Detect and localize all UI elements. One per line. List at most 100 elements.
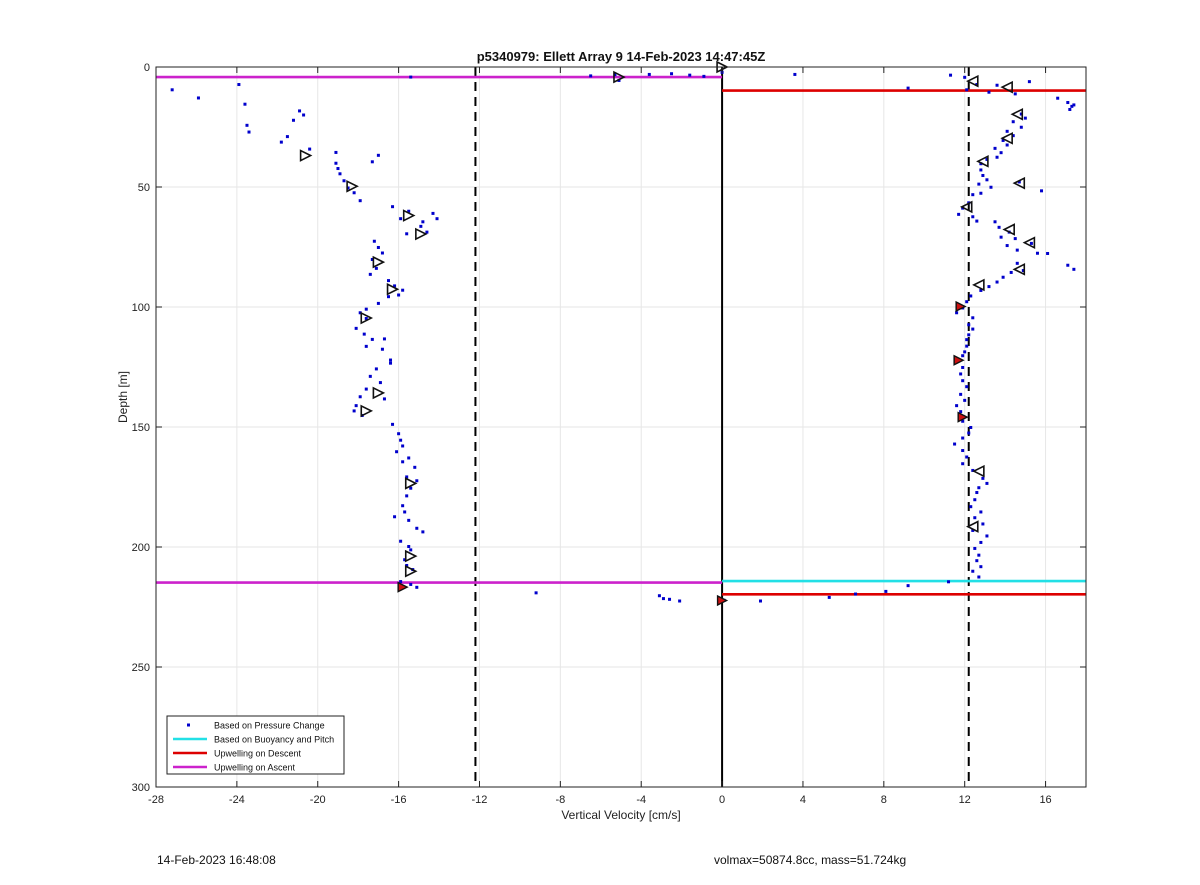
- data-point: [409, 548, 413, 552]
- series-lines: [156, 75, 1086, 596]
- data-point: [961, 449, 965, 453]
- data-point: [963, 75, 967, 79]
- triangle-marker: [1000, 80, 1013, 94]
- triangle-marker: [299, 149, 313, 162]
- data-point: [407, 456, 411, 460]
- data-point: [435, 217, 439, 221]
- triangle-marker: [613, 70, 626, 84]
- data-point: [1019, 125, 1023, 129]
- data-point: [403, 558, 407, 562]
- triangle-marker: [1012, 263, 1026, 276]
- red-marker: [397, 581, 409, 593]
- data-point: [419, 224, 423, 228]
- data-point: [981, 476, 985, 480]
- data-point: [196, 96, 200, 100]
- x-tick-label: 4: [800, 794, 806, 806]
- data-point: [985, 178, 989, 182]
- data-point: [688, 73, 692, 77]
- data-point: [961, 462, 965, 466]
- data-point: [961, 419, 965, 423]
- tick-layer: -28 -24 -20 -16 -12 -8 -4 0 4 8 12 16 0 50 100 150 200 25…: [132, 62, 1086, 806]
- x-tick-label: 0: [719, 794, 725, 806]
- data-point: [965, 300, 969, 304]
- data-point: [389, 358, 393, 362]
- data-point: [854, 592, 858, 596]
- data-point: [370, 337, 374, 341]
- data-point: [1021, 269, 1025, 273]
- data-point: [376, 153, 380, 157]
- data-point: [407, 545, 411, 549]
- y-tick-label: 0: [144, 62, 150, 74]
- triangle-marker: [1000, 131, 1013, 145]
- data-point: [409, 486, 413, 490]
- data-point: [382, 397, 386, 401]
- legend-swatch: [187, 723, 190, 727]
- data-point: [338, 172, 342, 176]
- data-point: [399, 217, 403, 221]
- data-point: [999, 235, 1003, 239]
- data-point: [985, 534, 989, 538]
- data-point: [391, 205, 395, 209]
- data-point: [1005, 143, 1009, 147]
- data-point: [1009, 270, 1013, 274]
- data-point: [243, 102, 247, 106]
- y-tick-label: 100: [132, 302, 150, 314]
- data-point: [409, 582, 413, 586]
- triangle-marker: [972, 278, 985, 292]
- x-tick-label: -4: [636, 794, 646, 806]
- data-point: [401, 504, 405, 508]
- data-point: [981, 522, 985, 526]
- data-point: [1072, 267, 1076, 271]
- data-point: [1001, 138, 1005, 142]
- x-tick-label: -28: [148, 794, 164, 806]
- data-point: [1011, 134, 1015, 138]
- data-point: [407, 209, 411, 213]
- data-point: [397, 432, 401, 436]
- data-point: [613, 73, 617, 77]
- data-point: [534, 591, 538, 595]
- data-point: [352, 409, 356, 413]
- data-point: [955, 404, 959, 408]
- red-marker: [716, 594, 729, 607]
- data-point: [1001, 275, 1005, 279]
- data-point: [247, 130, 251, 134]
- data-point: [413, 465, 417, 469]
- triangle-marker: [386, 282, 400, 296]
- triangle-marker: [976, 155, 989, 168]
- data-point: [387, 279, 390, 283]
- data-point: [993, 146, 997, 150]
- data-point: [334, 161, 338, 165]
- data-point: [971, 468, 975, 472]
- triangle-markers: [299, 60, 1036, 607]
- data-point: [1072, 103, 1076, 107]
- triangle-marker: [1012, 176, 1026, 190]
- data-point: [967, 431, 971, 435]
- data-point: [589, 74, 593, 78]
- y-axis-label: Depth [m]: [116, 371, 130, 423]
- data-point: [1035, 251, 1039, 255]
- triangle-marker: [1022, 236, 1036, 249]
- data-point: [399, 580, 403, 584]
- data-point: [969, 294, 973, 298]
- y-tick-label: 200: [132, 542, 150, 554]
- data-point: [1023, 116, 1027, 120]
- data-point: [953, 442, 957, 446]
- data-point: [1005, 129, 1009, 133]
- data-point: [364, 317, 368, 321]
- data-point: [397, 293, 401, 297]
- triangle-marker: [346, 179, 359, 193]
- x-tick-label: 16: [1039, 794, 1051, 806]
- data-point: [409, 75, 413, 79]
- data-point: [963, 350, 967, 354]
- x-tick-label: -16: [391, 794, 407, 806]
- triangle-marker: [959, 200, 973, 214]
- triangle-marker: [1010, 107, 1024, 121]
- data-point: [949, 73, 953, 77]
- data-point: [965, 344, 969, 348]
- data-point: [1015, 248, 1019, 252]
- data-point: [979, 565, 983, 569]
- data-point: [977, 575, 981, 579]
- data-point: [376, 245, 380, 249]
- data-point: [405, 494, 409, 498]
